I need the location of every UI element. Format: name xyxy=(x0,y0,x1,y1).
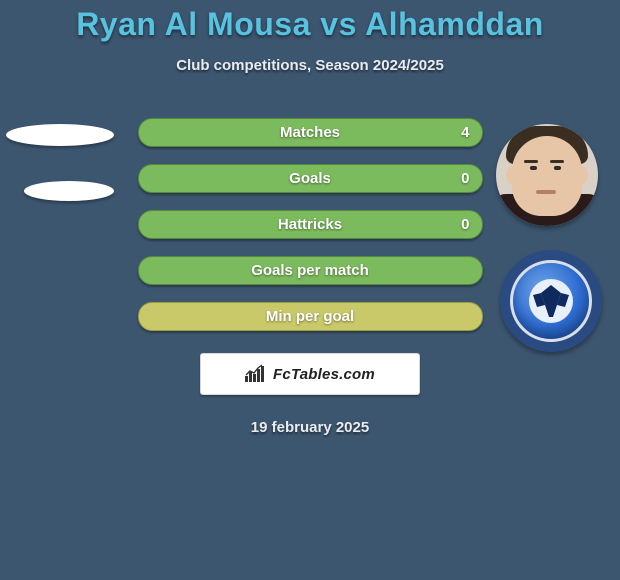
avatar-ear-right xyxy=(576,166,588,184)
stat-value-right: 0 xyxy=(461,170,469,187)
avatar-face xyxy=(512,136,582,216)
stat-value-right: 4 xyxy=(461,124,469,141)
avatar-eye-right xyxy=(554,166,561,170)
stat-row-goals-per-match: Goals per match xyxy=(138,256,483,285)
stat-row-goals: Goals 0 xyxy=(138,164,483,193)
brand-name: FcTables.com xyxy=(273,366,375,383)
right-player-avatar xyxy=(496,124,598,226)
avatar-brow-left xyxy=(524,160,538,163)
avatar-mouth xyxy=(536,190,556,194)
avatar-ear-left xyxy=(506,166,518,184)
stat-label: Goals xyxy=(289,170,331,187)
avatar-eye-left xyxy=(530,166,537,170)
stat-row-min-per-goal: Min per goal xyxy=(138,302,483,331)
page-title: Ryan Al Mousa vs Alhamddan xyxy=(0,0,620,43)
club-badge xyxy=(510,260,592,342)
stat-value-right: 0 xyxy=(461,216,469,233)
stat-label: Hattricks xyxy=(278,216,342,233)
left-player-placeholder-1 xyxy=(6,124,114,146)
brand-box[interactable]: FcTables.com xyxy=(200,353,420,395)
bar-chart-icon xyxy=(245,364,267,384)
stat-label: Goals per match xyxy=(251,262,369,279)
stat-row-hattricks: Hattricks 0 xyxy=(138,210,483,239)
right-club-badge-container xyxy=(500,250,602,352)
football-icon xyxy=(523,273,579,329)
date: 19 february 2025 xyxy=(0,419,620,436)
avatar-brow-right xyxy=(550,160,564,163)
stat-row-matches: Matches 4 xyxy=(138,118,483,147)
subtitle: Club competitions, Season 2024/2025 xyxy=(0,57,620,74)
stat-label: Matches xyxy=(280,124,340,141)
stat-label: Min per goal xyxy=(266,308,354,325)
left-player-placeholder-2 xyxy=(24,181,114,201)
